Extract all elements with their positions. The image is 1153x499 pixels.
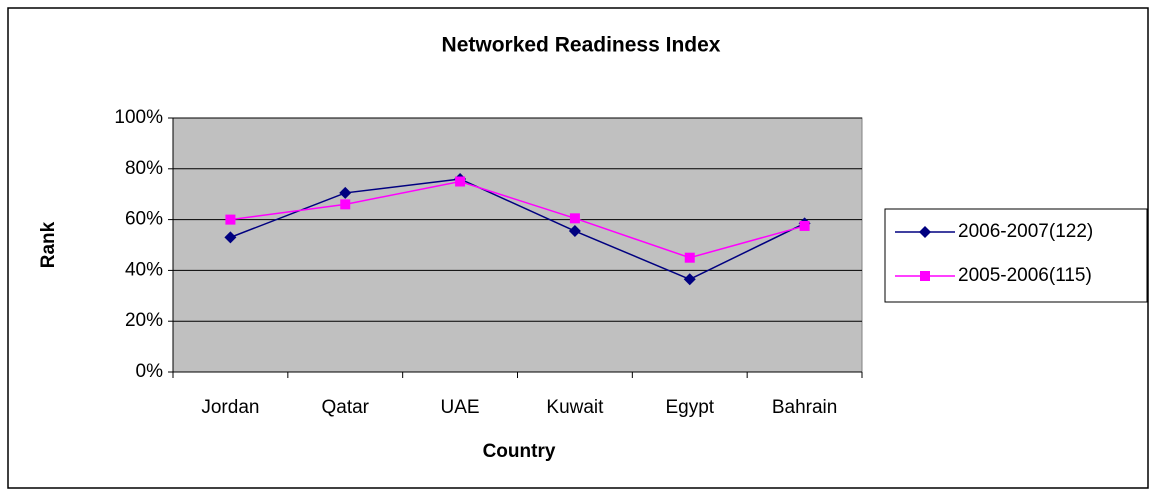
marker [455,176,466,187]
x-axis-label: Country [483,441,556,462]
legend-label: 2006-2007(122) [958,221,1093,242]
x-tick-label: Egypt [665,397,714,418]
x-tick-label: UAE [441,397,480,418]
marker [684,252,695,263]
marker [340,199,351,210]
legend-box [884,208,1148,303]
marker [225,214,236,225]
y-tick-label: 60% [125,209,163,230]
y-tick-label: 20% [125,310,163,331]
chart-title: Networked Readiness Index [442,34,721,57]
series-line [230,178,805,281]
marker [920,271,930,281]
marker [683,273,696,286]
marker [339,186,352,199]
series-line [230,180,805,259]
marker [569,213,580,224]
x-tick-label: Jordan [201,397,259,418]
x-tick-label: Bahrain [772,397,838,418]
legend-label: 2005-2006(115) [958,265,1092,286]
y-tick-label: 0% [136,361,164,382]
y-tick-label: 40% [125,259,163,280]
y-tick-label: 100% [114,107,163,128]
marker [224,231,237,244]
y-tick-label: 80% [125,158,163,179]
marker [799,220,810,231]
marker [919,226,931,238]
y-axis-label: Rank [38,221,59,268]
x-tick-label: Qatar [321,397,369,418]
x-tick-label: Kuwait [546,397,604,418]
marker [568,225,581,238]
